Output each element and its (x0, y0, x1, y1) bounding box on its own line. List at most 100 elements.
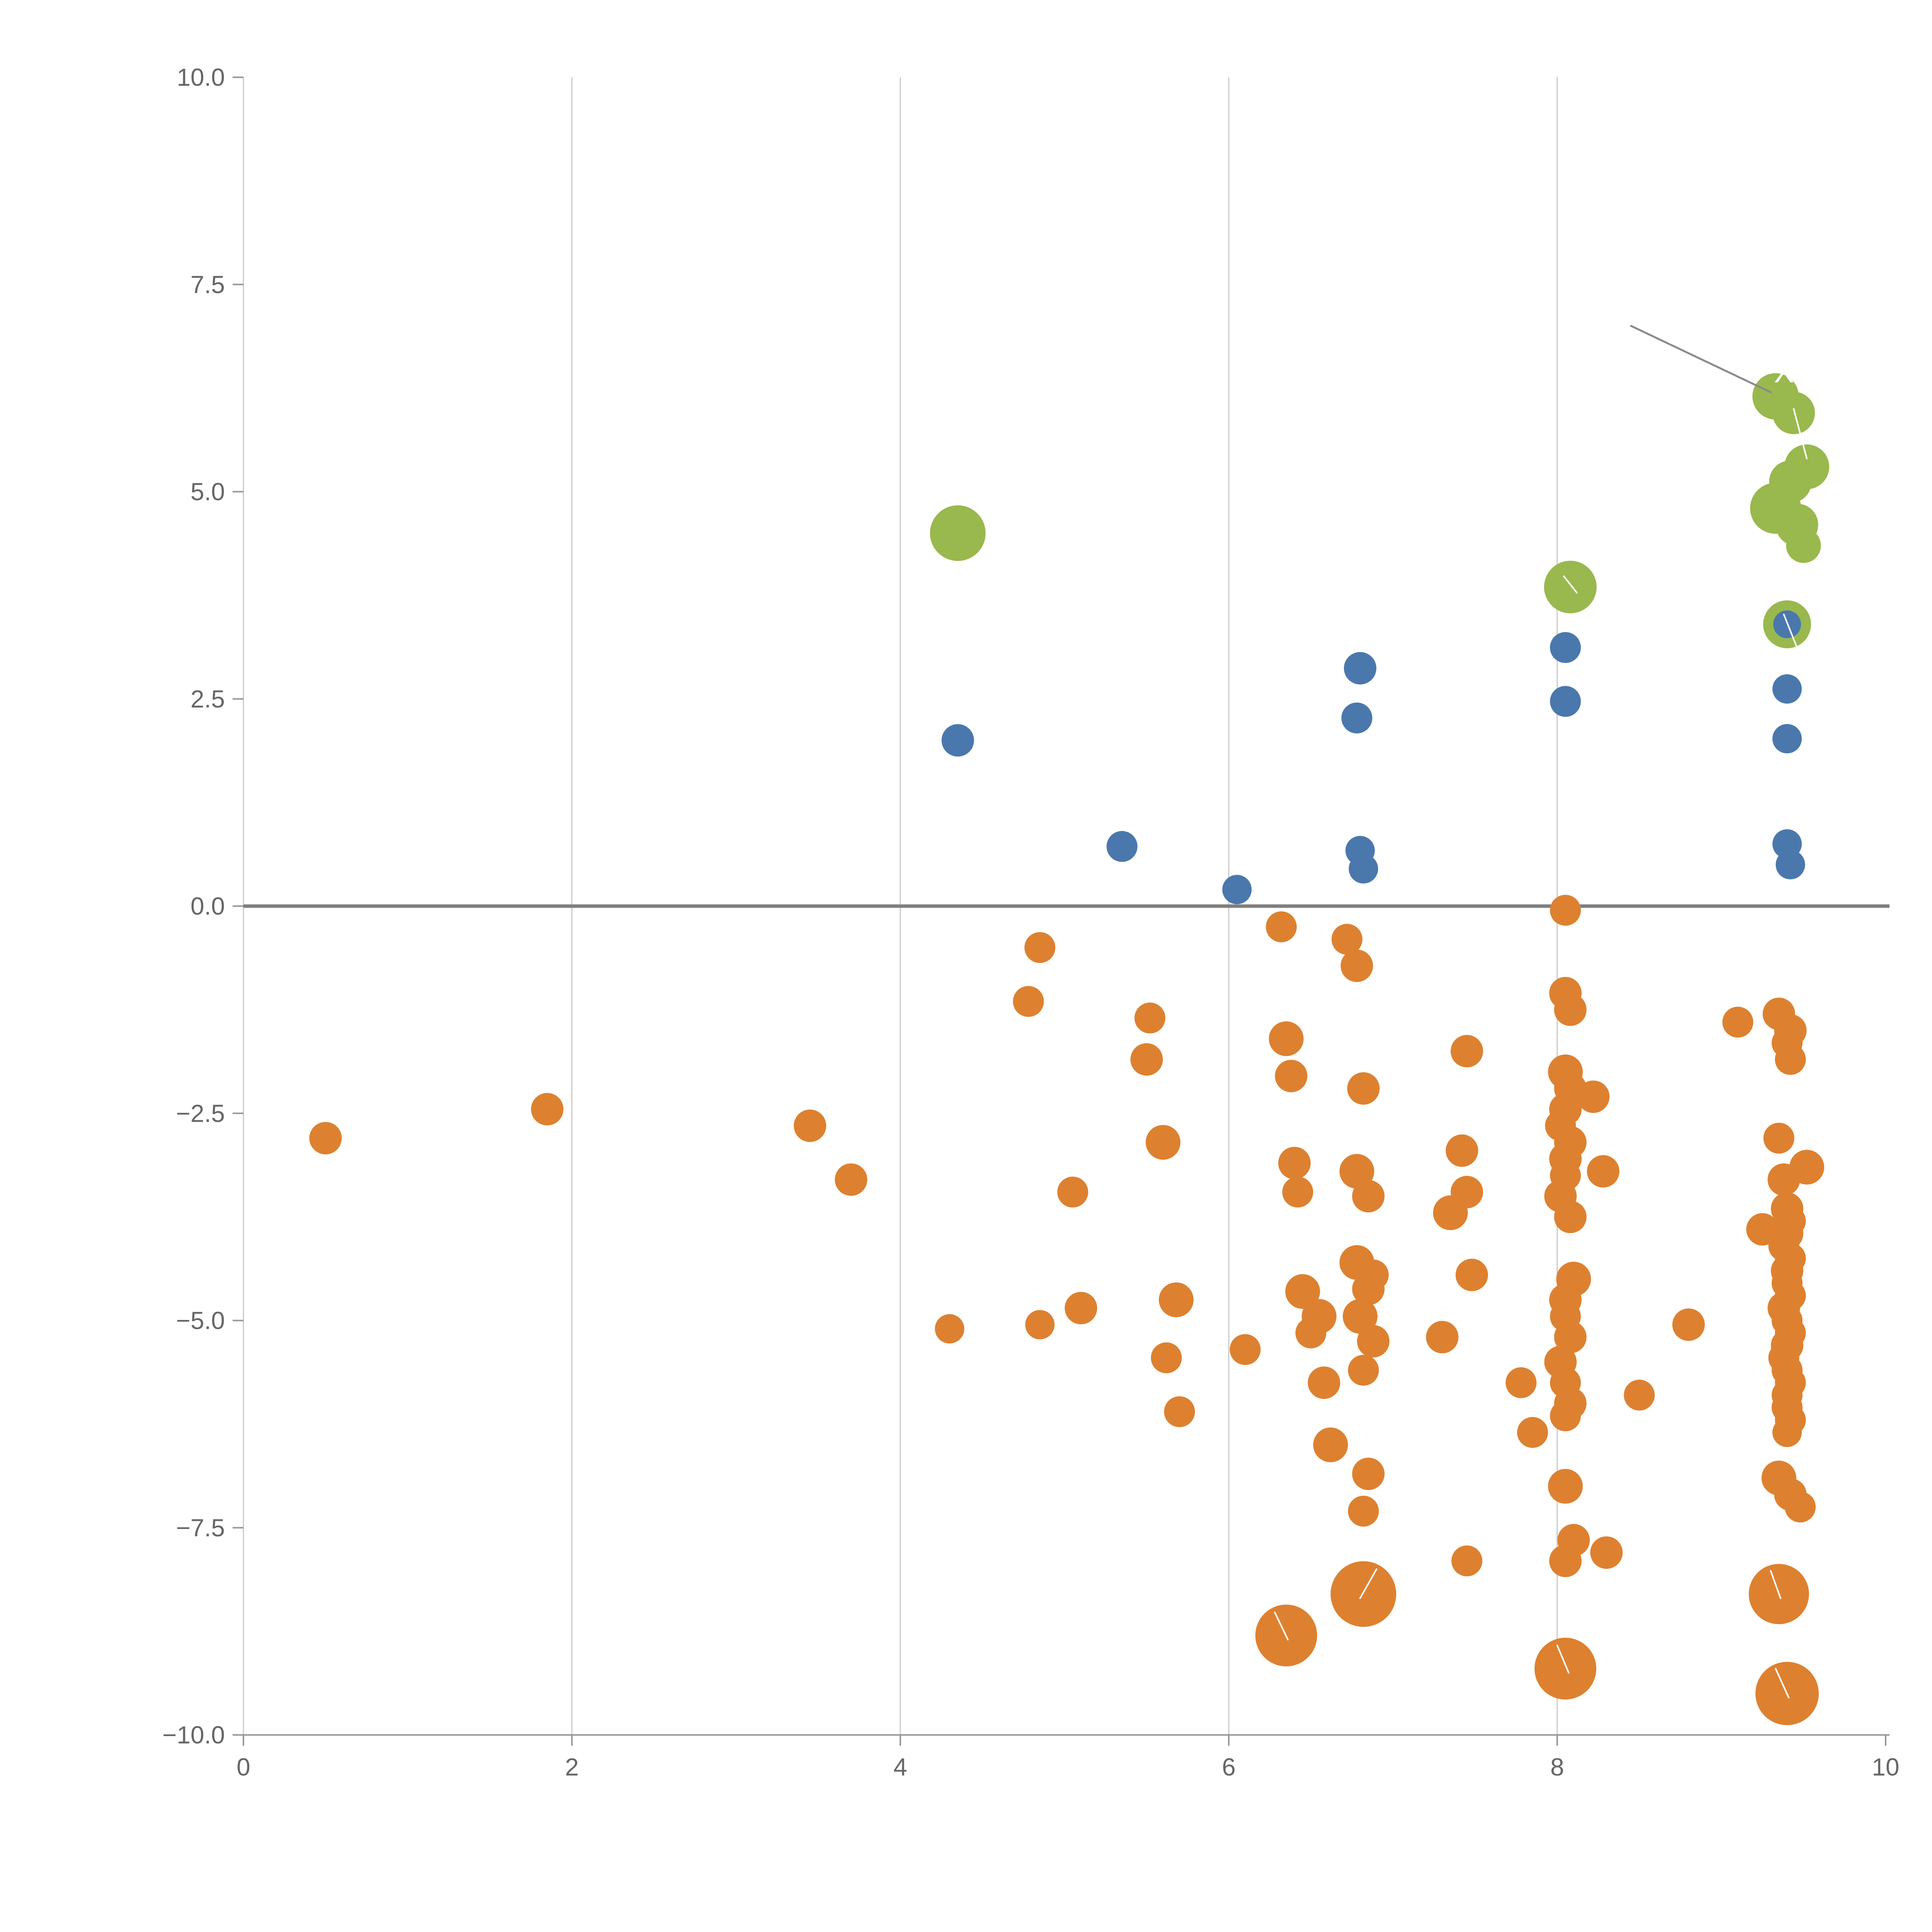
data-point-orange[interactable] (1313, 1427, 1348, 1463)
data-point-orange[interactable] (1554, 1201, 1587, 1233)
data-point-blue[interactable] (941, 724, 974, 757)
data-point-green[interactable] (930, 505, 986, 561)
data-point-orange[interactable] (1347, 1072, 1380, 1105)
data-point-orange[interactable] (1024, 932, 1056, 963)
data-point-blue[interactable] (1776, 850, 1805, 879)
annotation-leader-line (1775, 1668, 1790, 1699)
data-point-blue[interactable] (1106, 831, 1138, 862)
y-tick-label: −7.5 (176, 1514, 225, 1542)
data-point-orange[interactable] (1065, 1292, 1097, 1325)
data-point-orange[interactable] (1775, 1044, 1806, 1075)
data-point-orange[interactable] (1352, 1180, 1385, 1213)
data-point-blue[interactable] (1772, 724, 1802, 753)
data-point-orange[interactable] (1772, 1418, 1802, 1447)
data-point-orange[interactable] (1278, 1146, 1311, 1179)
data-point-orange[interactable] (1451, 1176, 1483, 1209)
annotation-leader-line (1563, 575, 1578, 594)
data-point-orange[interactable] (1554, 1321, 1587, 1354)
data-point-orange[interactable] (309, 1122, 342, 1155)
data-point-orange[interactable] (1057, 1177, 1088, 1208)
y-tick-label: 2.5 (190, 685, 225, 713)
data-point-orange[interactable] (1134, 1002, 1165, 1034)
y-tick-label: 5.0 (190, 478, 225, 506)
data-point-orange[interactable] (1577, 1080, 1610, 1113)
annotation-leader-line (1359, 1568, 1378, 1599)
data-point-orange[interactable] (1295, 1317, 1327, 1349)
data-point-blue[interactable] (1550, 632, 1581, 663)
data-point-orange[interactable] (1269, 1021, 1304, 1056)
data-point-orange[interactable] (1451, 1545, 1483, 1577)
data-point-orange[interactable] (1554, 993, 1587, 1026)
data-point-green[interactable] (1544, 561, 1597, 614)
data-point-orange[interactable] (1130, 1043, 1163, 1076)
data-point-orange[interactable] (1505, 1367, 1537, 1398)
data-point-orange[interactable] (1343, 1299, 1378, 1334)
annotation-leader-line (1783, 613, 1798, 648)
data-point-orange[interactable] (1332, 923, 1362, 955)
data-point-orange[interactable] (1308, 1366, 1340, 1399)
data-point-orange[interactable] (1534, 1638, 1597, 1700)
data-point-orange[interactable] (1330, 1561, 1396, 1627)
data-point-orange[interactable] (1146, 1125, 1180, 1160)
data-point-orange[interactable] (1426, 1321, 1459, 1354)
data-point-green[interactable] (1786, 528, 1821, 563)
annotation-leader-line (1630, 325, 1772, 393)
data-point-orange[interactable] (1352, 1458, 1385, 1490)
data-point-orange[interactable] (1590, 1536, 1623, 1569)
data-point-orange[interactable] (1672, 1308, 1705, 1341)
data-point-orange[interactable] (1164, 1396, 1195, 1427)
data-point-orange[interactable] (1624, 1379, 1655, 1411)
data-point-orange[interactable] (1517, 1417, 1548, 1448)
data-point-orange[interactable] (1767, 1163, 1800, 1196)
data-point-orange[interactable] (1456, 1259, 1488, 1291)
data-point-orange[interactable] (1746, 1213, 1779, 1246)
data-point-orange[interactable] (1587, 1155, 1619, 1188)
data-point-orange[interactable] (1550, 895, 1581, 926)
data-point-blue[interactable] (1550, 686, 1581, 717)
data-point-orange[interactable] (1339, 1154, 1374, 1189)
y-tick-label: 7.5 (190, 270, 225, 298)
data-point-orange[interactable] (1348, 1355, 1379, 1386)
annotation-label: NF (1767, 1524, 1808, 1558)
data-point-blue[interactable] (1222, 875, 1252, 905)
data-point-orange[interactable] (1025, 1310, 1055, 1340)
data-point-orange[interactable] (1785, 1492, 1816, 1523)
data-point-orange[interactable] (1446, 1134, 1478, 1167)
data-point-orange[interactable] (1722, 1007, 1753, 1038)
data-point-orange[interactable] (1282, 1177, 1313, 1208)
data-point-orange[interactable] (1285, 1274, 1320, 1309)
data-point-orange[interactable] (1550, 1400, 1581, 1432)
annotation-leader-line (1793, 408, 1808, 459)
data-point-orange[interactable] (935, 1314, 964, 1344)
data-point-orange[interactable] (1013, 986, 1044, 1017)
data-point-blue[interactable] (1349, 854, 1378, 884)
data-point-orange[interactable] (794, 1109, 827, 1142)
data-point-blue[interactable] (1772, 674, 1802, 704)
x-tick-label: 10 (1872, 1753, 1899, 1781)
data-point-blue[interactable] (1344, 652, 1376, 685)
data-point-green[interactable] (1772, 391, 1815, 434)
data-point-orange[interactable] (1340, 949, 1373, 982)
annotation-leader-line (1770, 1570, 1781, 1599)
data-point-orange[interactable] (1159, 1282, 1194, 1317)
data-point-orange[interactable] (1357, 1325, 1389, 1358)
data-point-orange[interactable] (1348, 1495, 1379, 1527)
data-point-orange[interactable] (1549, 1544, 1582, 1577)
x-tick-label: 2 (565, 1753, 579, 1781)
data-point-blue[interactable] (1341, 702, 1372, 734)
y-tick-label: −10.0 (162, 1721, 225, 1749)
y-tick-label: 0.0 (190, 892, 225, 920)
data-point-orange[interactable] (1266, 911, 1297, 942)
y-tick-label: −5.0 (176, 1307, 225, 1335)
data-point-orange[interactable] (531, 1093, 564, 1126)
data-point-orange[interactable] (1275, 1060, 1308, 1092)
data-point-orange[interactable] (1352, 1272, 1385, 1305)
data-point-orange[interactable] (835, 1163, 867, 1196)
data-point-orange[interactable] (1451, 1035, 1483, 1068)
data-point-orange[interactable] (1548, 1469, 1583, 1504)
data-point-orange[interactable] (1151, 1342, 1182, 1374)
data-point-orange[interactable] (1230, 1334, 1261, 1365)
data-point-orange[interactable] (1763, 1122, 1794, 1154)
